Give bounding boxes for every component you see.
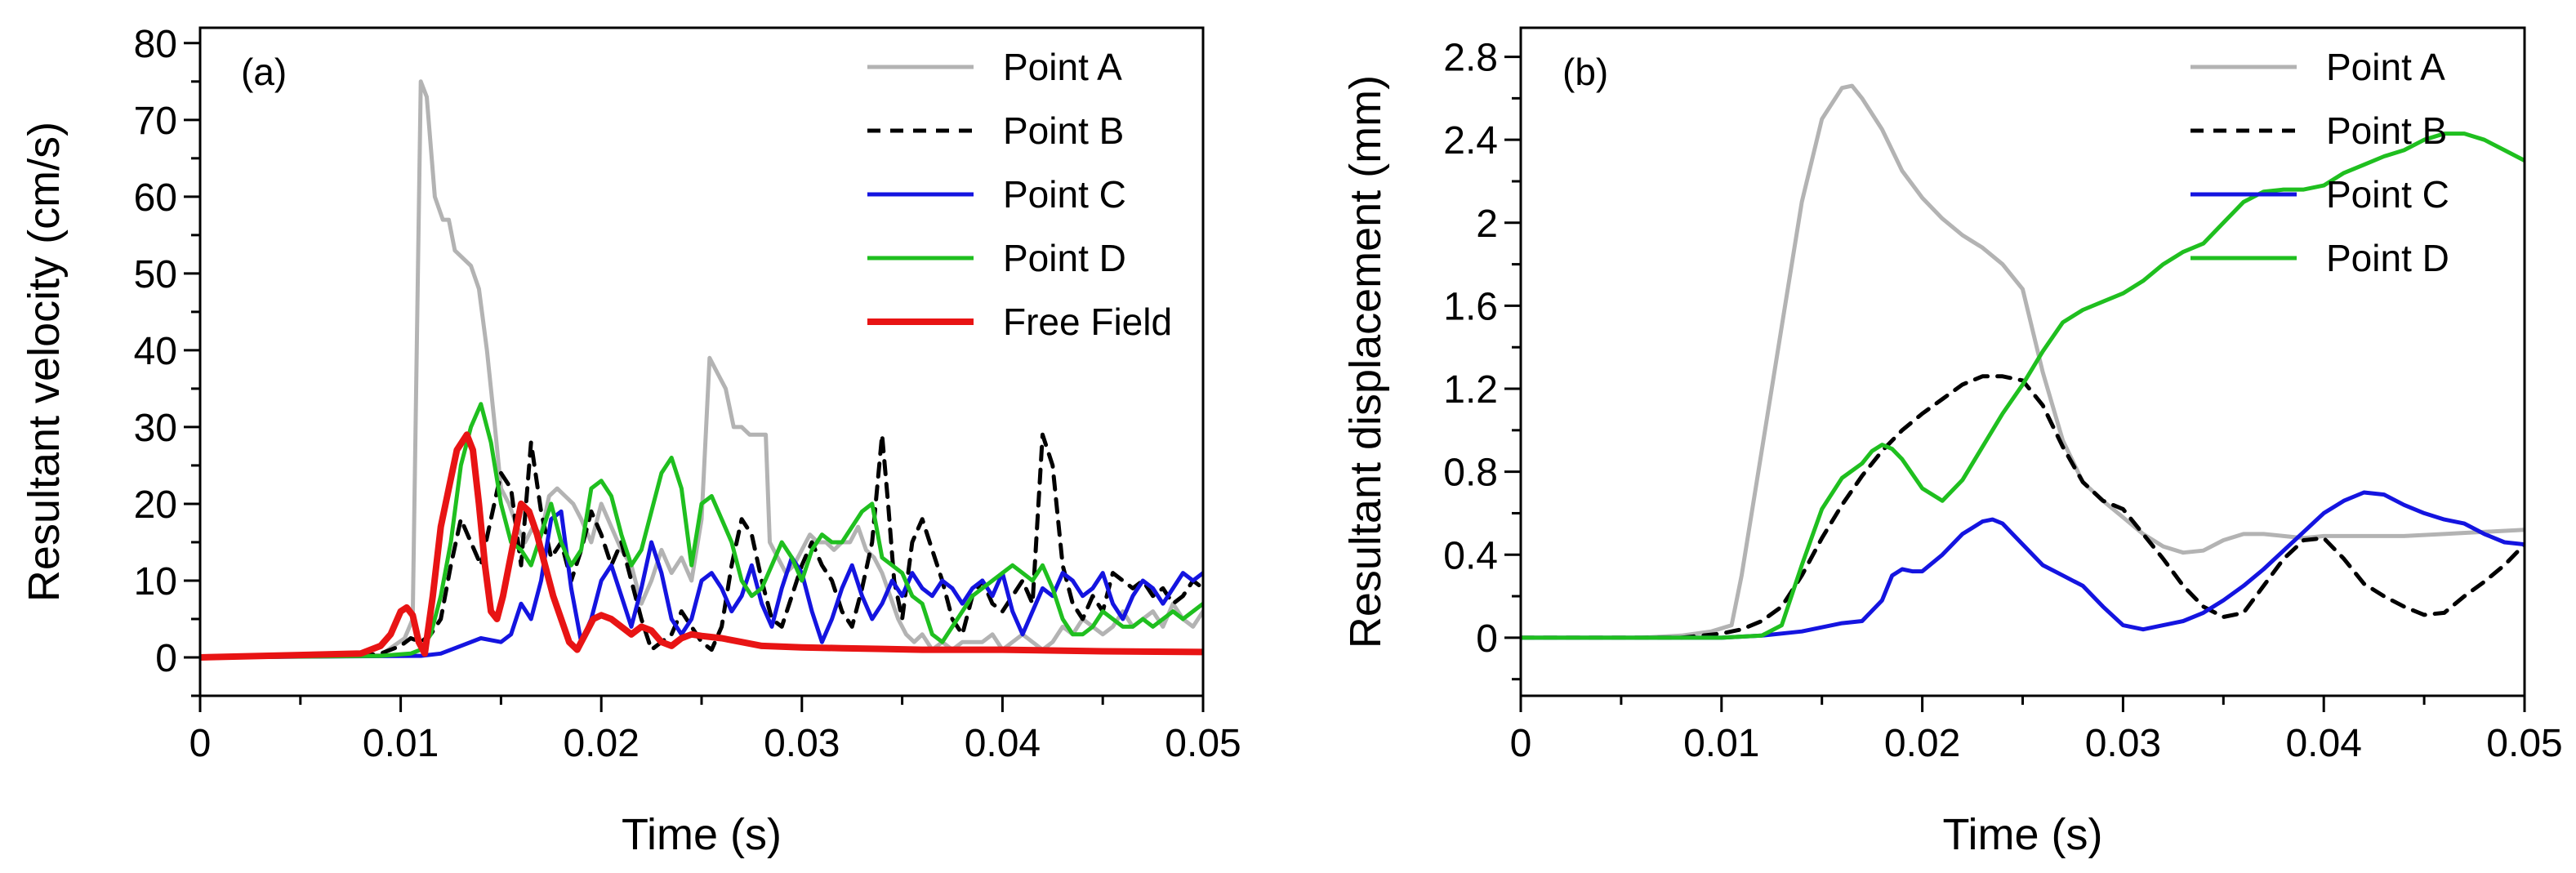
legend-item-point-b: Point B (2190, 109, 2447, 152)
legend-item-point-c: Point C (2190, 173, 2449, 216)
x-tick-label: 0.05 (2486, 722, 2562, 765)
series-line-point-c (1521, 490, 2525, 640)
series-line-point-d (1521, 131, 2525, 640)
y-tick-label: 0 (155, 637, 177, 680)
series-line-point-a (1521, 83, 2525, 640)
y-tick-label: 2 (1476, 203, 1498, 246)
y-axis-title: Resultant displacement (mm) (1341, 75, 1390, 648)
series-line-point-b (1521, 374, 2525, 640)
legend-label: Point D (1003, 237, 1126, 279)
y-tick-label: 0.4 (1443, 534, 1498, 577)
y-tick-label: 20 (134, 483, 177, 527)
x-tick-label: 0.02 (1884, 722, 1960, 765)
y-tick-label: 40 (134, 330, 177, 373)
series-line-point-a (200, 79, 1203, 660)
legend-label: Point A (2326, 46, 2445, 88)
y-tick-label: 2.4 (1443, 119, 1498, 163)
y-tick-label: 70 (134, 100, 177, 143)
y-tick-label: 50 (134, 253, 177, 296)
series-line-free-field (200, 431, 1203, 661)
series-line-point-d (200, 402, 1203, 660)
legend-label: Point B (1003, 109, 1124, 152)
y-tick-label: 80 (134, 23, 177, 66)
y-tick-label: 10 (134, 560, 177, 604)
legend-label: Point D (2326, 237, 2449, 279)
x-tick-label: 0.04 (2285, 722, 2361, 765)
legend-item-point-b: Point B (867, 109, 1124, 152)
legend-item-free-field: Free Field (867, 301, 1172, 343)
panel-label: (a) (241, 51, 287, 93)
legend: Point A Point B Point C Point D Free Field (867, 46, 1172, 343)
x-tick-label: 0.02 (563, 722, 639, 765)
x-axis-title: Time (s) (622, 810, 782, 859)
series-group (1521, 83, 2525, 640)
series-line-point-c (200, 509, 1203, 660)
legend-label: Free Field (1003, 301, 1172, 343)
y-tick-label: 0 (1476, 617, 1498, 661)
panel-a-velocity-chart: 0 0.01 0.02 0.03 0.04 0.05 0 10 20 30 40 50 60 70 80 Ti… (20, 23, 1241, 859)
x-axis-title: Time (s) (1943, 810, 2103, 859)
y-tick-label: 1.6 (1443, 285, 1498, 328)
legend-label: Point B (2326, 109, 2447, 152)
legend-item-point-d: Point D (2190, 237, 2449, 279)
y-tick-label: 60 (134, 176, 177, 220)
legend-item-point-a: Point A (867, 46, 1122, 88)
y-tick-label: 0.8 (1443, 452, 1498, 495)
series-line-point-b (200, 432, 1203, 660)
x-tick-label: 0.01 (1683, 722, 1759, 765)
x-tick-label: 0 (189, 722, 212, 765)
y-axis-title: Resultant velocity (cm/s) (20, 122, 69, 602)
x-tick-label: 0 (1510, 722, 1532, 765)
legend-label: Point C (1003, 173, 1126, 216)
x-tick-label: 0.03 (2085, 722, 2161, 765)
y-tick-label: 30 (134, 407, 177, 450)
x-tick-label: 0.01 (363, 722, 439, 765)
legend-item-point-c: Point C (867, 173, 1126, 216)
y-tick-label: 2.8 (1443, 37, 1498, 80)
legend-item-point-d: Point D (867, 237, 1126, 279)
legend: Point A Point B Point C Point D (2190, 46, 2449, 279)
panel-b-displacement-chart: 0 0.01 0.02 0.03 0.04 0.05 0 0.4 0.8 1.2 1.6 2 2.4 2.… (1341, 26, 2563, 859)
panel-label: (b) (1562, 51, 1608, 93)
x-tick-label: 0.05 (1165, 722, 1241, 765)
series-group (200, 79, 1203, 661)
legend-label: Point A (1003, 46, 1122, 88)
x-tick-label: 0.03 (764, 722, 840, 765)
y-tick-label: 1.2 (1443, 368, 1498, 412)
x-tick-label: 0.04 (965, 722, 1041, 765)
legend-label: Point C (2326, 173, 2449, 216)
legend-item-point-a: Point A (2190, 46, 2445, 88)
